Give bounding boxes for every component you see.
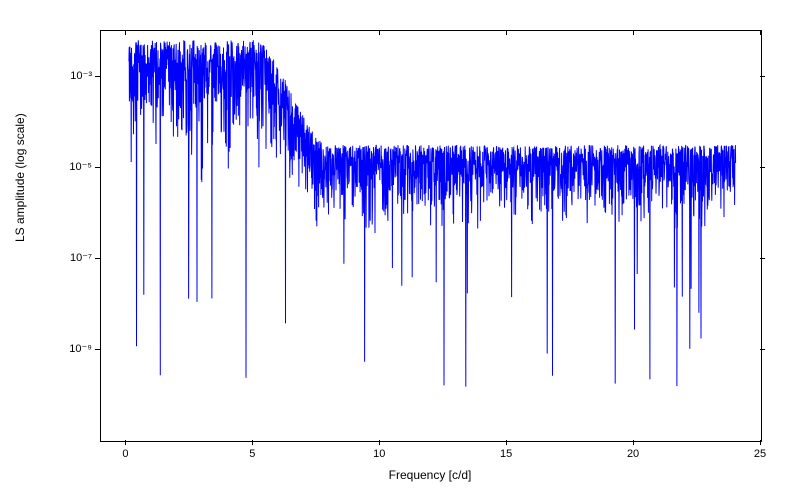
x-tick-label: 20	[623, 448, 643, 460]
y-tick-mark-right	[760, 76, 765, 77]
y-tick-label: 10⁻⁷	[70, 251, 92, 264]
y-tick-mark-right	[760, 167, 765, 168]
y-tick-label: 10⁻⁹	[69, 342, 92, 355]
y-tick-mark	[95, 167, 100, 168]
x-tick-mark-top	[252, 30, 253, 35]
x-tick-mark-top	[125, 30, 126, 35]
y-tick-mark	[95, 76, 100, 77]
x-tick-mark	[760, 440, 761, 445]
periodogram-svg	[101, 31, 761, 441]
figure: LS amplitude (log scale) Frequency [c/d]…	[0, 0, 800, 500]
periodogram-line	[129, 40, 736, 386]
y-tick-mark-right	[760, 258, 765, 259]
x-tick-label: 25	[750, 448, 770, 460]
x-axis-label: Frequency [c/d]	[380, 468, 480, 482]
x-tick-label: 0	[115, 448, 135, 460]
y-tick-mark	[95, 258, 100, 259]
x-tick-mark-top	[506, 30, 507, 35]
x-tick-label: 10	[369, 448, 389, 460]
y-tick-label: 10⁻³	[70, 69, 92, 82]
x-tick-mark	[506, 440, 507, 445]
x-tick-mark-top	[760, 30, 761, 35]
y-tick-mark-right	[760, 349, 765, 350]
x-tick-mark	[633, 440, 634, 445]
x-tick-mark-top	[633, 30, 634, 35]
y-axis-label: LS amplitude (log scale)	[13, 222, 27, 242]
x-tick-label: 5	[242, 448, 262, 460]
x-tick-mark-top	[379, 30, 380, 35]
x-tick-label: 15	[496, 448, 516, 460]
y-tick-label: 10⁻⁵	[69, 160, 92, 173]
plot-area	[100, 30, 762, 442]
y-tick-mark	[95, 349, 100, 350]
x-tick-mark	[379, 440, 380, 445]
x-tick-mark	[252, 440, 253, 445]
x-tick-mark	[125, 440, 126, 445]
